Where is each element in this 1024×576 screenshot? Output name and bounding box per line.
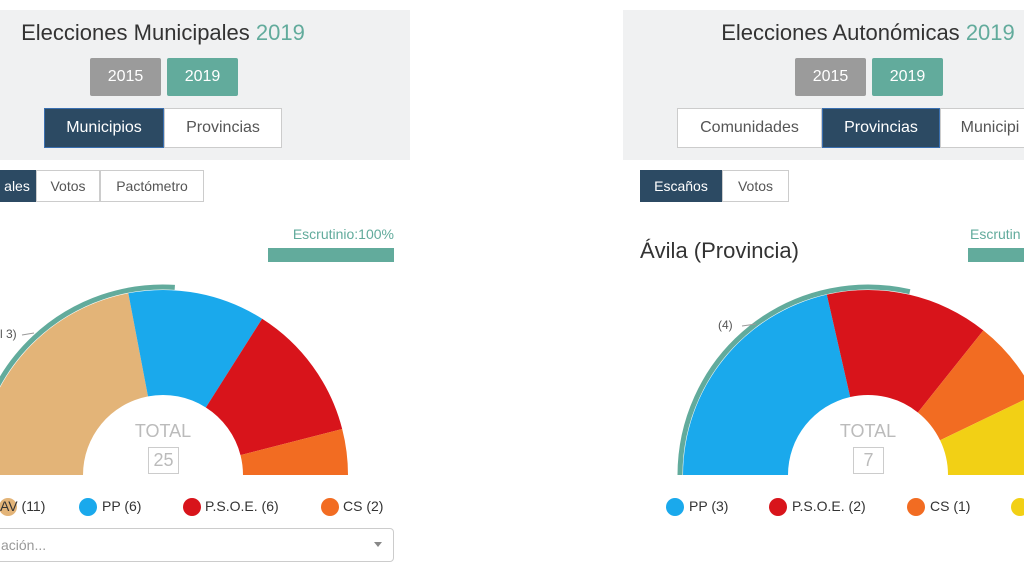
search-select[interactable]: ación... bbox=[0, 528, 394, 562]
legend-label: AV (11) bbox=[0, 498, 46, 514]
year-button[interactable]: 2019 bbox=[167, 58, 238, 96]
dropdown-arrow bbox=[374, 542, 382, 547]
province-heading: Ávila (Provincia) bbox=[640, 238, 799, 263]
tab[interactable]: Municipios bbox=[44, 108, 164, 148]
total-value: 25 bbox=[148, 447, 179, 474]
seat-segment bbox=[128, 290, 263, 408]
title-year: 2019 bbox=[255, 20, 305, 45]
seat-segment bbox=[940, 399, 1024, 475]
majority-pointer bbox=[741, 323, 757, 327]
tab[interactable]: Comunidades bbox=[677, 108, 822, 148]
total-value: 7 bbox=[853, 447, 884, 474]
title-text: Elecciones Autonómicas bbox=[721, 20, 960, 45]
subtab[interactable]: ales bbox=[0, 170, 36, 202]
title-year: 2019 bbox=[965, 20, 1015, 45]
progress-bar bbox=[268, 248, 394, 262]
legend-dot bbox=[1011, 498, 1024, 516]
legend-dot bbox=[769, 498, 787, 516]
majority-pointer bbox=[21, 332, 35, 336]
subtab[interactable]: Votos bbox=[722, 170, 789, 202]
seat-segment bbox=[917, 330, 1024, 441]
progress-label: Escrutin bbox=[970, 226, 1021, 242]
legend-dot bbox=[79, 498, 97, 516]
seat-segment bbox=[0, 293, 149, 475]
progress-bar bbox=[968, 248, 1024, 262]
total-label: TOTAL bbox=[134, 421, 192, 441]
seat-segment bbox=[682, 294, 851, 475]
title-text: Elecciones Municipales bbox=[21, 20, 250, 45]
tab[interactable]: Provincias bbox=[822, 108, 940, 148]
subtab[interactable]: Pactómetro bbox=[100, 170, 204, 202]
year-button[interactable]: 2015 bbox=[90, 58, 161, 96]
progress-label: Escrutinio:100% bbox=[292, 226, 394, 242]
majority-label: (4) bbox=[718, 318, 733, 332]
legend-label: CS (1) bbox=[930, 498, 971, 514]
tab[interactable]: Municipi bbox=[940, 108, 1024, 148]
legend-label: CS (2) bbox=[343, 498, 384, 514]
panel-title: Elecciones Autonómicas 2019 bbox=[668, 20, 1024, 50]
legend-dot bbox=[321, 498, 339, 516]
legend-dot bbox=[666, 498, 684, 516]
majority-label: l 3) bbox=[0, 327, 17, 341]
legend-label: PP (6) bbox=[102, 498, 142, 514]
seat-segment bbox=[240, 428, 348, 475]
year-button[interactable]: 2015 bbox=[795, 58, 866, 96]
seat-segment bbox=[205, 318, 343, 456]
legend-dot bbox=[907, 498, 925, 516]
majority-arc bbox=[677, 284, 911, 476]
tab[interactable]: Provincias bbox=[164, 108, 282, 148]
subtab[interactable]: Escaños bbox=[640, 170, 722, 202]
year-button[interactable]: 2019 bbox=[872, 58, 943, 96]
seat-segment bbox=[826, 289, 984, 413]
subtab[interactable]: Votos bbox=[36, 170, 100, 202]
total-label: TOTAL bbox=[839, 421, 897, 441]
legend-dot bbox=[183, 498, 201, 516]
legend-label: P.S.O.E. (2) bbox=[792, 498, 866, 514]
legend-dot bbox=[0, 498, 17, 516]
legend-label: PP (3) bbox=[689, 498, 729, 514]
legend-label: P.S.O.E. (6) bbox=[205, 498, 279, 514]
majority-arc bbox=[0, 284, 175, 387]
panel-title: Elecciones Municipales 2019 bbox=[0, 20, 363, 50]
